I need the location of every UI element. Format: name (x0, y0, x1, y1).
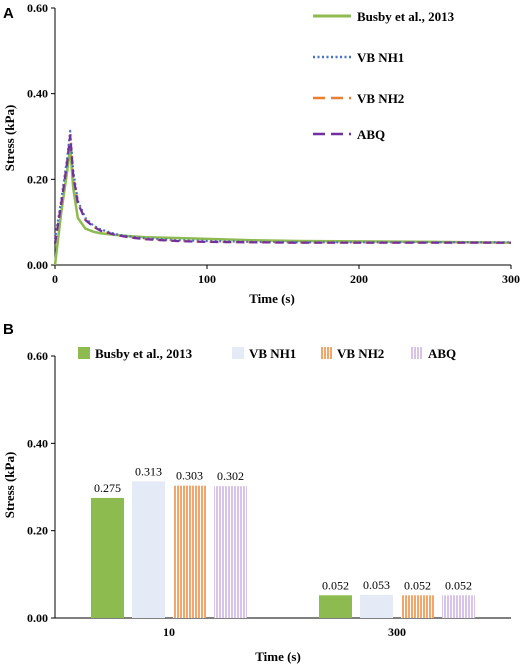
panel-a-x-tick-label: 200 (350, 272, 368, 286)
panel-a-y-tick-label: 0.00 (27, 258, 48, 272)
bar-300-1 (319, 595, 352, 618)
data-label: 0.052 (445, 578, 472, 592)
panel-b-letter: B (3, 321, 14, 338)
legend-label-b-4: ABQ (428, 346, 456, 361)
data-label: 0.303 (176, 469, 203, 483)
panel-a-y-tick-label: 0.40 (27, 87, 48, 101)
panel-b-y-tick-label: 0.20 (27, 524, 48, 538)
panel-b-y-tick-label: 0.40 (27, 436, 48, 450)
panel-a-y-tick-label: 0.60 (27, 1, 48, 15)
legend-swatch-b-2 (232, 347, 244, 359)
panel-a-letter: A (3, 5, 14, 22)
chart-panel-b: B Busby et al., 2013 VB NH1 VB NH2 ABQ 0.00… (2, 321, 511, 664)
bar-10-4 (214, 486, 247, 618)
bar-10-1 (91, 497, 124, 618)
data-label: 0.275 (94, 481, 121, 495)
legend-label-b-2: VB NH1 (249, 346, 296, 361)
panel-b-y-tick-label: 0.60 (27, 349, 48, 363)
legend-label-b-3: VB NH2 (337, 346, 384, 361)
panel-a-legend: Busby et al., 2013 VB NH1 VB NH2 ABQ (313, 9, 455, 142)
panel-b-y-tick-label: 0.00 (27, 611, 48, 625)
legend-label-1: Busby et al., 2013 (357, 9, 455, 24)
category-label: 10 (163, 625, 175, 639)
panel-a-axes (54, 8, 511, 266)
panel-b-ylabel: Stress (kPa) (2, 452, 17, 519)
chart-panel-a: A 0.00 0.20 0.40 0.60 0 100 200 300 Busby et al… (2, 1, 520, 306)
series-line-4 (53, 134, 511, 244)
panel-b-axes (54, 356, 511, 619)
panel-a-ylabel: Stress (kPa) (2, 105, 17, 172)
data-label: 0.052 (404, 578, 431, 592)
legend-label-4: ABQ (357, 127, 385, 142)
bar-300-2 (360, 594, 393, 618)
data-label: 0.302 (217, 469, 244, 483)
series-line-3 (53, 134, 511, 244)
panel-a-x-tick-label: 100 (198, 272, 216, 286)
panel-b-ticks: 0.00 0.20 0.40 0.60 (27, 349, 55, 625)
bar-300-3 (401, 595, 434, 618)
category-label: 300 (388, 625, 406, 639)
legend-swatch-b-1 (78, 347, 90, 359)
panel-b-bars: 0.275 0.313 0.303 0.302 10 0.052 0.053 0.052 0.0… (91, 464, 475, 639)
data-label: 0.053 (363, 578, 390, 592)
panel-b-xlabel: Time (s) (255, 649, 301, 664)
data-label: 0.313 (135, 464, 162, 478)
panel-a-ticks: 0.00 0.20 0.40 0.60 0 100 200 300 (27, 1, 520, 286)
panel-a-x-tick-label: 300 (502, 272, 520, 286)
bar-300-4 (442, 595, 475, 618)
bar-10-2 (132, 481, 165, 618)
legend-label-b-1: Busby et al., 2013 (95, 346, 193, 361)
series-line-2 (53, 129, 511, 244)
series-line-1 (53, 145, 512, 266)
panel-a-x-tick-label: 0 (52, 272, 58, 286)
legend-swatch-b-4 (411, 347, 423, 359)
legend-swatch-b-3 (320, 347, 332, 359)
bar-10-3 (173, 485, 206, 618)
data-label: 0.052 (322, 578, 349, 592)
panel-b-legend: Busby et al., 2013 VB NH1 VB NH2 ABQ (78, 346, 456, 361)
panel-a-xlabel: Time (s) (249, 291, 295, 306)
panel-a-y-tick-label: 0.20 (27, 172, 48, 186)
panel-a-series (53, 129, 512, 266)
legend-label-3: VB NH2 (357, 91, 404, 106)
legend-label-2: VB NH1 (357, 50, 404, 65)
